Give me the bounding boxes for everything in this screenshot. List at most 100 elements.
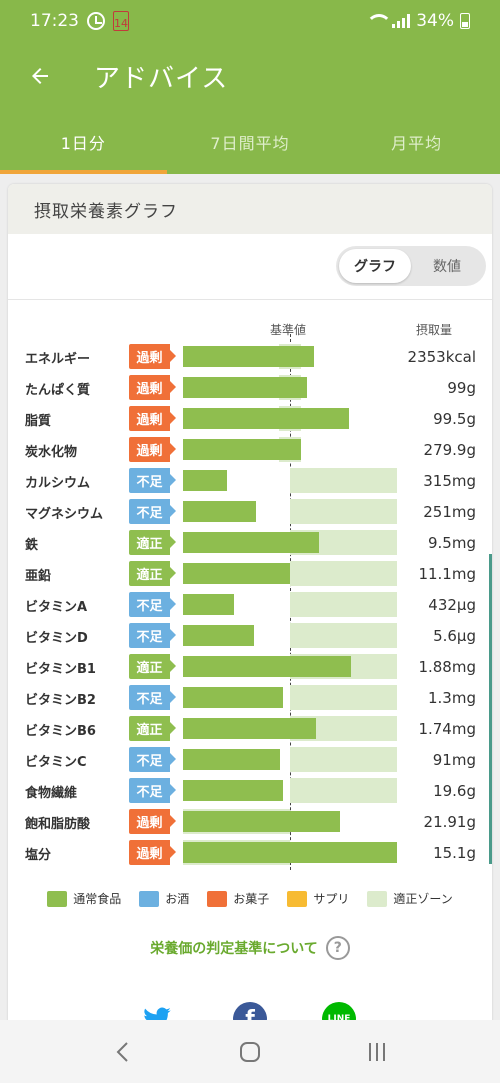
proper-zone <box>290 685 397 710</box>
intake-value: 251mg <box>423 503 476 521</box>
intake-value: 15.1g <box>433 844 476 862</box>
nutrient-row: ビタミンB1 適正 1.88mg <box>8 651 492 682</box>
intake-bar <box>183 749 281 770</box>
intake-bar <box>183 408 349 429</box>
nutrient-chart: 基準値 摂取量 エネルギー 過剰 2353kcal たんぱく質 過剰 99g 脂質 過剰 99.… <box>8 310 492 870</box>
proper-zone <box>290 778 397 803</box>
nutrient-name: ビタミンB6 <box>25 724 96 739</box>
intake-value: 2353kcal <box>407 348 476 366</box>
nutrient-name: 食物繊維 <box>25 786 78 801</box>
intake-bar <box>183 656 351 677</box>
nutrient-row: ビタミンA 不足 432μg <box>8 589 492 620</box>
nutrient-row: ビタミンC 不足 91mg <box>8 744 492 775</box>
intake-value: 11.1mg <box>418 565 476 583</box>
proper-zone <box>290 499 397 524</box>
status-badge: 適正 <box>129 530 176 555</box>
legend-item: 適正ゾーン <box>367 890 453 907</box>
status-badge: 適正 <box>129 561 176 586</box>
header-base-value: 基準値 <box>270 323 307 337</box>
status-badge: 過剰 <box>129 809 176 834</box>
calendar-icon: 14 <box>113 11 129 31</box>
app-bar: アドバイス <box>0 42 500 110</box>
nutrient-row: 食物繊維 不足 19.6g <box>8 775 492 806</box>
nutrient-row: マグネシウム 不足 251mg <box>8 496 492 527</box>
status-badge: 過剰 <box>129 375 176 400</box>
legend: 通常食品 お酒 お菓子 サプリ 適正ゾーン <box>8 890 492 907</box>
signal-icon <box>392 14 411 28</box>
nutrient-row: 塩分 過剰 15.1g <box>8 837 492 868</box>
nutrient-name: 塩分 <box>25 848 52 863</box>
proper-zone <box>290 623 397 648</box>
scrollbar[interactable] <box>489 554 492 864</box>
proper-zone <box>290 747 397 772</box>
intake-value: 21.91g <box>423 813 476 831</box>
nutrient-name: ビタミンD <box>25 631 88 646</box>
status-badge: 過剰 <box>129 437 176 462</box>
status-bar: 17:23 14 34% <box>0 0 500 42</box>
system-nav-bar <box>0 1020 500 1083</box>
nutrient-name: 亜鉛 <box>25 569 52 584</box>
nutrient-name: 炭水化物 <box>25 445 78 460</box>
nutrient-name: ビタミンA <box>25 600 88 615</box>
proper-zone <box>290 592 397 617</box>
nutrient-row: ビタミンB2 不足 1.3mg <box>8 682 492 713</box>
status-badge: 過剰 <box>129 344 176 369</box>
legend-swatch <box>367 890 388 907</box>
intake-bar <box>183 718 316 739</box>
legend-label: 適正ゾーン <box>393 892 453 906</box>
nav-recents-icon[interactable] <box>357 1032 397 1072</box>
wifi-icon <box>366 14 393 28</box>
criteria-link-label: 栄養価の判定基準について <box>150 941 318 957</box>
intake-value: 91mg <box>432 751 476 769</box>
toggle-numeric[interactable]: 数値 <box>433 259 461 275</box>
nav-home-icon[interactable] <box>230 1032 270 1072</box>
toggle-graph[interactable]: グラフ <box>339 249 411 283</box>
legend-label: お菓子 <box>233 892 270 906</box>
status-badge: 不足 <box>129 468 176 493</box>
legend-label: サプリ <box>313 892 350 906</box>
legend-label: 通常食品 <box>73 892 122 906</box>
status-badge: 不足 <box>129 499 176 524</box>
intake-bar <box>183 470 227 491</box>
criteria-link[interactable]: 栄養価の判定基準について ? <box>8 936 492 960</box>
nutrient-name: ビタミンC <box>25 755 87 770</box>
nutrient-row: 鉄 適正 9.5mg <box>8 527 492 558</box>
back-arrow-icon[interactable] <box>10 46 70 106</box>
legend-swatch <box>47 890 68 907</box>
nutrient-row: 炭水化物 過剰 279.9g <box>8 434 492 465</box>
intake-bar <box>183 811 341 832</box>
proper-zone <box>290 561 397 586</box>
intake-bar <box>183 532 319 553</box>
intake-bar <box>183 842 397 863</box>
nutrient-row: 亜鉛 適正 11.1mg <box>8 558 492 589</box>
intake-bar <box>183 594 235 615</box>
tab-one-day[interactable]: 1日分 <box>0 110 167 174</box>
tab-monthly-average[interactable]: 月平均 <box>391 134 443 153</box>
help-icon[interactable]: ? <box>325 936 350 960</box>
nutrient-row: カルシウム 不足 315mg <box>8 465 492 496</box>
nutrient-name: ビタミンB2 <box>25 693 96 708</box>
status-badge: 不足 <box>129 592 176 617</box>
nutrient-graph-card: 摂取栄養素グラフ グラフ 数値 基準値 摂取量 エネルギー 過剰 2353kcal た… <box>8 184 492 1044</box>
intake-value: 279.9g <box>423 441 476 459</box>
intake-value: 432μg <box>428 596 476 614</box>
status-badge: 過剰 <box>129 840 176 865</box>
alarm-clock-icon <box>87 12 105 30</box>
nav-back-icon[interactable] <box>103 1032 143 1072</box>
intake-value: 1.3mg <box>428 689 476 707</box>
legend-item: サプリ <box>287 890 349 907</box>
status-badge: 不足 <box>129 623 176 648</box>
nutrient-name: ビタミンB1 <box>25 662 96 677</box>
tab-seven-day-average[interactable]: 7日間平均 <box>210 134 290 153</box>
nutrient-row: 飽和脂肪酸 過剰 21.91g <box>8 806 492 837</box>
legend-swatch <box>287 890 308 907</box>
intake-bar <box>183 780 283 801</box>
status-badge: 適正 <box>129 716 176 741</box>
page-title: アドバイス <box>94 63 229 94</box>
intake-bar <box>183 439 301 460</box>
nutrient-name: 脂質 <box>25 414 52 429</box>
status-badge: 適正 <box>129 654 176 679</box>
intake-bar <box>183 501 256 522</box>
intake-value: 99.5g <box>433 410 476 428</box>
battery-percent: 34% <box>416 11 454 31</box>
